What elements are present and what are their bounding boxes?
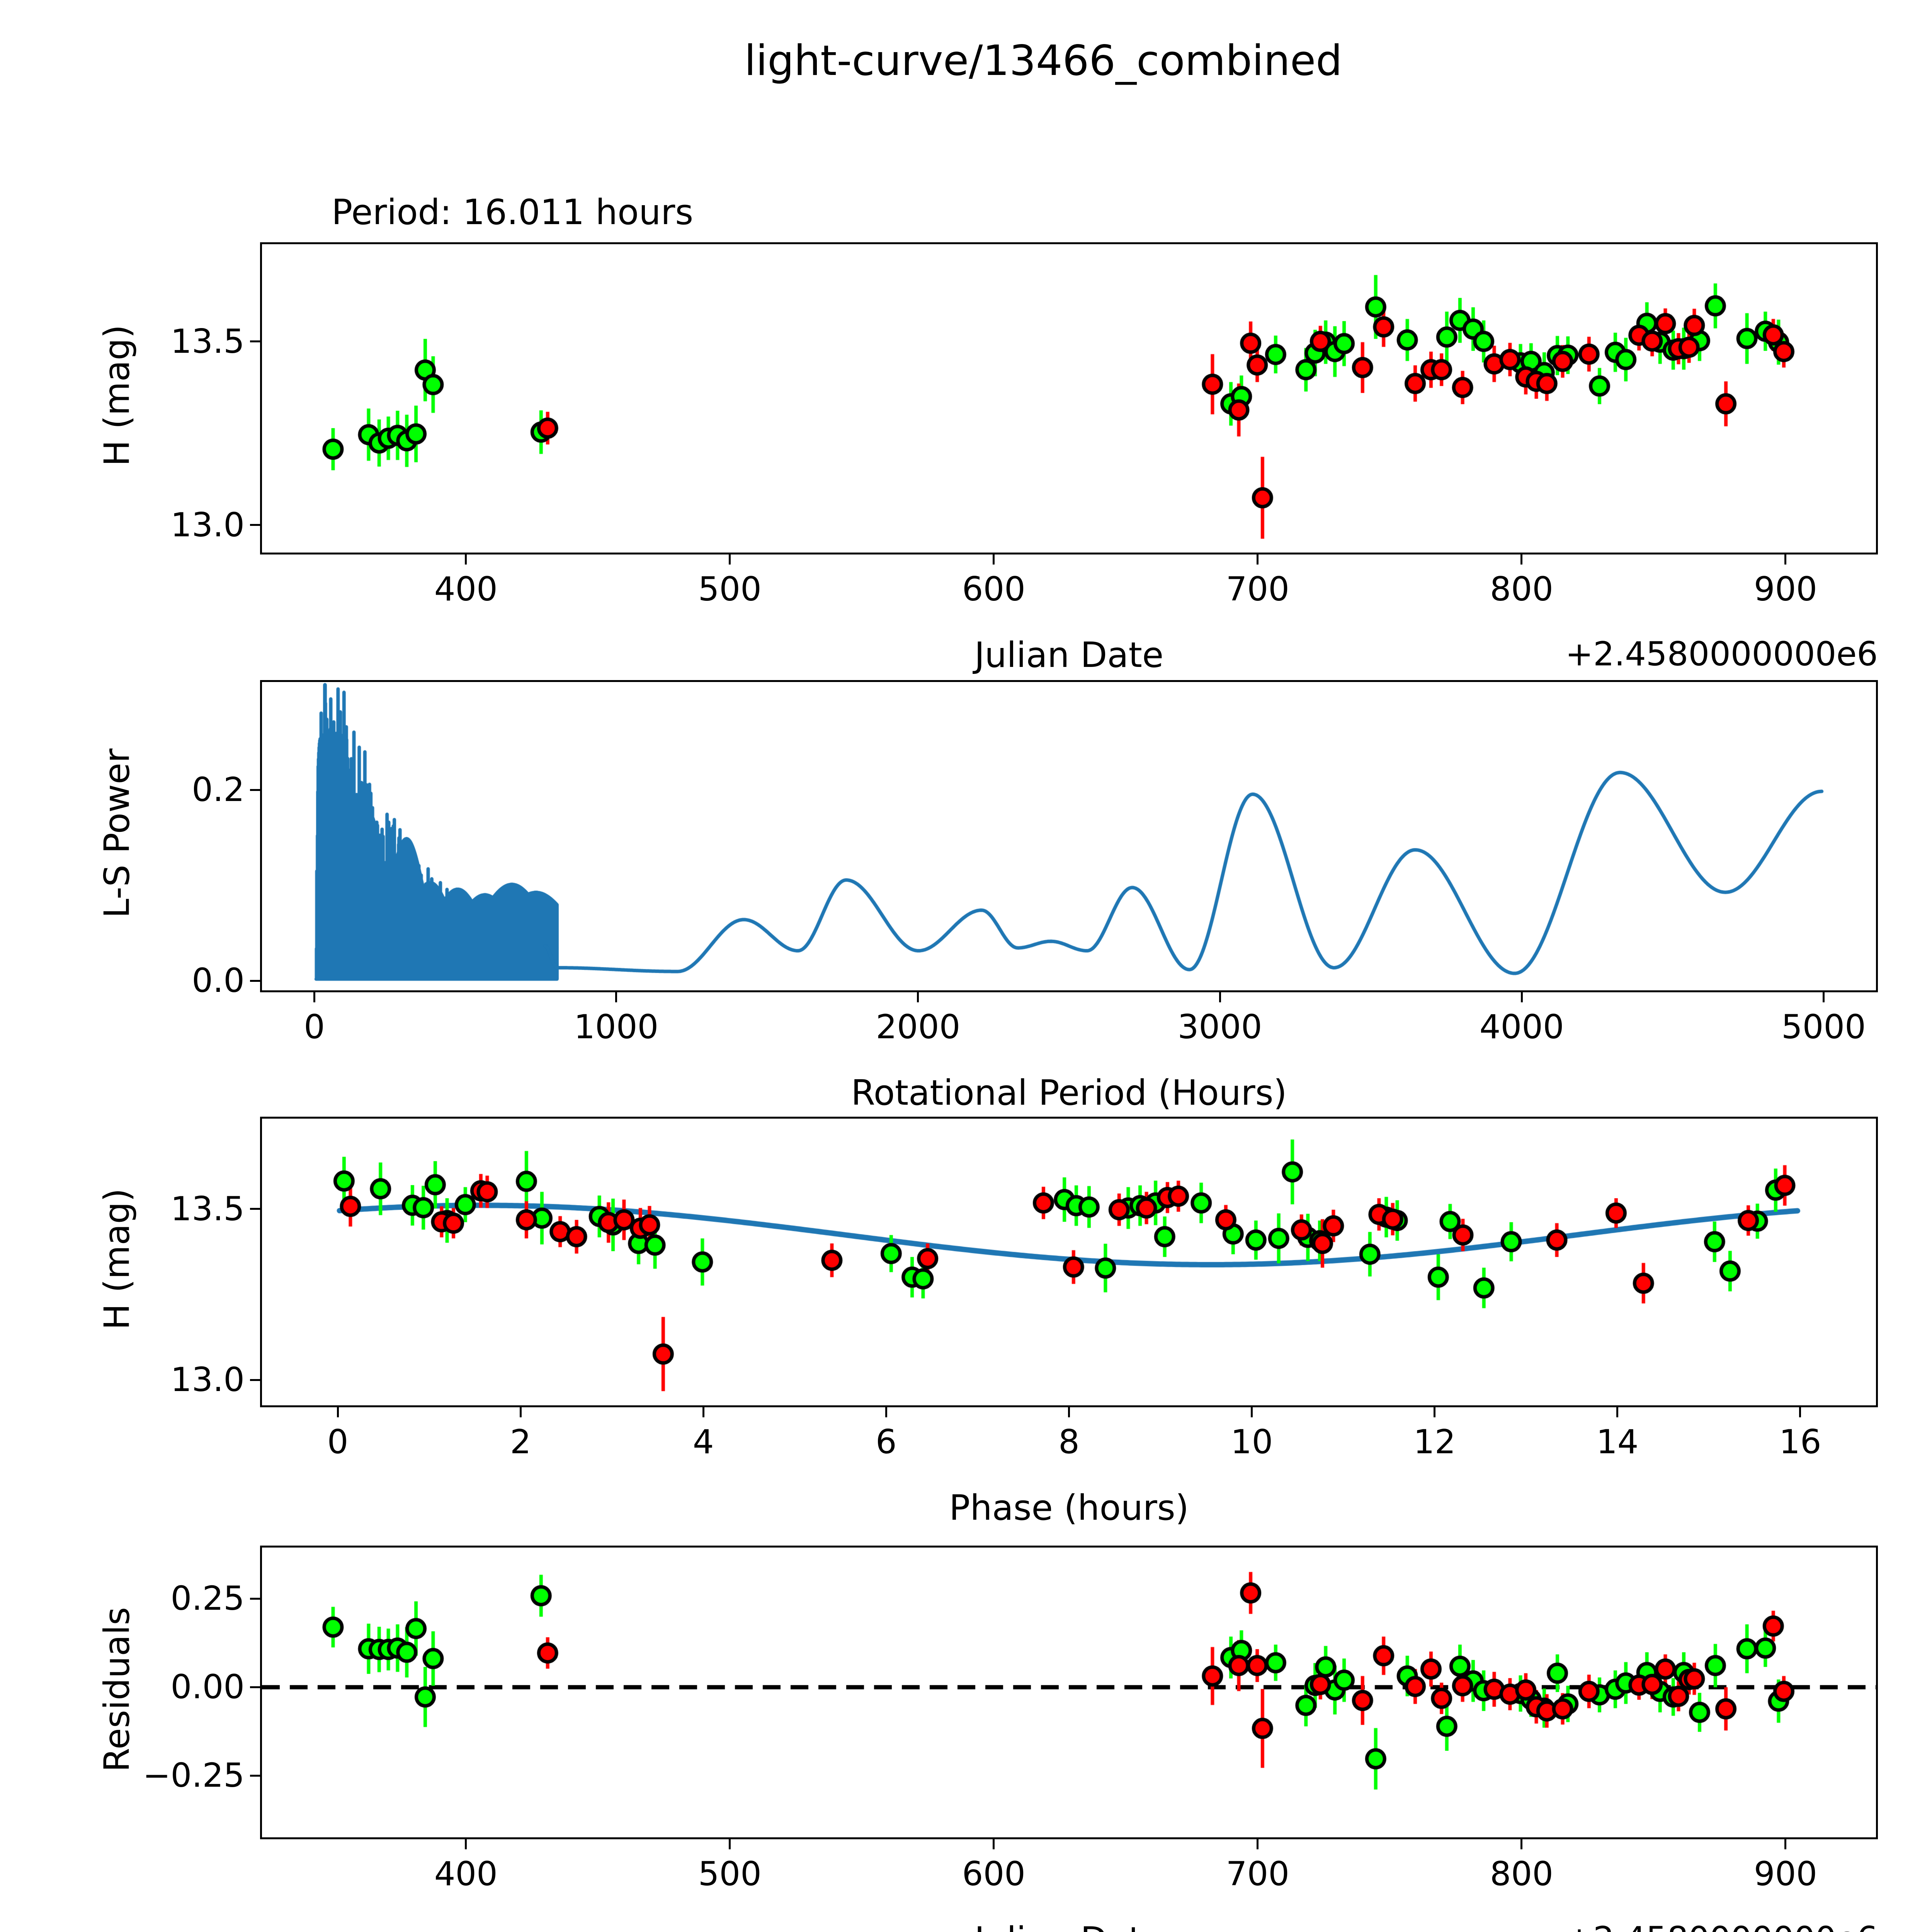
- x-tick-mark: [1616, 1407, 1619, 1417]
- x-tick-label: 400: [434, 570, 498, 609]
- x-tick-label: 500: [698, 570, 762, 609]
- x-tick-mark: [465, 554, 467, 565]
- y-tick-label: 0.25: [170, 1579, 245, 1618]
- x-tick-label: 16: [1779, 1423, 1821, 1461]
- y-tick-mark: [250, 1686, 260, 1688]
- x-tick-mark: [729, 554, 731, 565]
- x-tick-label: 800: [1490, 570, 1553, 609]
- x-tick-label: 600: [962, 1855, 1026, 1893]
- x-tick-label: 8: [1058, 1423, 1080, 1461]
- axis-label-x-lightcurve: Julian Date: [974, 635, 1164, 675]
- panel-phase: [260, 1117, 1878, 1407]
- axis-label-x-periodogram: Rotational Period (Hours): [851, 1073, 1287, 1113]
- x-tick-mark: [1219, 992, 1221, 1002]
- panel-lightcurve: [260, 242, 1878, 554]
- y-tick-label: 13.5: [170, 1189, 245, 1228]
- x-tick-label: 2000: [876, 1008, 961, 1046]
- y-tick-mark: [250, 1379, 260, 1381]
- y-tick-mark: [250, 1774, 260, 1777]
- axis-offset-residuals: +2.4580000000e6: [260, 1920, 1878, 1932]
- x-tick-mark: [1784, 554, 1787, 565]
- x-tick-label: 0: [304, 1008, 325, 1046]
- page-title: light-curve/13466_combined: [744, 37, 1342, 85]
- x-tick-mark: [1520, 1839, 1523, 1849]
- x-tick-mark: [1822, 992, 1825, 1002]
- y-tick-label: 13.0: [170, 505, 245, 544]
- x-tick-mark: [1520, 992, 1523, 1002]
- x-tick-mark: [885, 1407, 887, 1417]
- axis-label-x-phase: Phase (hours): [949, 1488, 1189, 1528]
- x-tick-label: 6: [876, 1423, 897, 1461]
- x-tick-mark: [1068, 1407, 1070, 1417]
- x-tick-label: 900: [1753, 1855, 1818, 1893]
- x-tick-label: 500: [698, 1855, 762, 1893]
- x-tick-label: 12: [1413, 1423, 1456, 1461]
- y-tick-label: 0.00: [170, 1668, 245, 1707]
- x-tick-label: 5000: [1781, 1008, 1866, 1046]
- x-tick-label: 700: [1226, 1855, 1289, 1893]
- x-tick-mark: [917, 992, 919, 1002]
- x-tick-mark: [1520, 554, 1523, 565]
- y-tick-label: −0.25: [143, 1756, 245, 1795]
- x-tick-label: 900: [1753, 570, 1818, 609]
- x-tick-label: 1000: [574, 1008, 659, 1046]
- axis-offset-lightcurve: +2.4580000000e6: [1565, 635, 1878, 673]
- x-tick-label: 10: [1230, 1423, 1273, 1461]
- axis-label-x-residuals: Julian Date: [260, 1920, 1878, 1932]
- x-tick-label: 2: [510, 1423, 531, 1461]
- x-tick-label: 400: [434, 1855, 498, 1893]
- x-tick-mark: [1784, 1839, 1787, 1849]
- x-tick-mark: [1257, 1839, 1259, 1849]
- x-tick-label: 700: [1226, 570, 1289, 609]
- x-tick-mark: [993, 554, 995, 565]
- x-tick-label: 4000: [1479, 1008, 1564, 1046]
- y-tick-mark: [250, 1208, 260, 1210]
- axis-label-y-periodogram: L-S Power: [97, 748, 138, 918]
- x-tick-mark: [615, 992, 617, 1002]
- y-tick-mark: [250, 789, 260, 791]
- axis-label-y-lightcurve: H (mag): [97, 325, 138, 466]
- x-tick-mark: [465, 1839, 467, 1849]
- x-tick-mark: [519, 1407, 522, 1417]
- x-tick-mark: [993, 1839, 995, 1849]
- x-tick-mark: [313, 992, 316, 1002]
- panel-periodogram: [260, 680, 1878, 992]
- panel-residuals: [260, 1546, 1878, 1839]
- x-tick-label: 3000: [1177, 1008, 1262, 1046]
- x-tick-mark: [1799, 1407, 1801, 1417]
- y-tick-mark: [250, 980, 260, 982]
- x-tick-mark: [729, 1839, 731, 1849]
- y-tick-mark: [250, 1597, 260, 1600]
- y-tick-label: 0.2: [192, 770, 245, 810]
- x-tick-label: 800: [1490, 1855, 1553, 1893]
- y-tick-label: 13.5: [170, 322, 245, 361]
- x-tick-mark: [1434, 1407, 1436, 1417]
- y-tick-mark: [250, 524, 260, 526]
- x-tick-label: 0: [327, 1423, 349, 1461]
- x-tick-label: 600: [962, 570, 1026, 609]
- y-tick-mark: [250, 340, 260, 343]
- y-tick-label: 13.0: [170, 1361, 245, 1400]
- x-tick-mark: [337, 1407, 339, 1417]
- period-annotation: Period: 16.011 hours: [332, 192, 694, 233]
- y-tick-label: 0.0: [192, 961, 245, 1000]
- x-tick-label: 14: [1596, 1423, 1639, 1461]
- x-tick-mark: [702, 1407, 704, 1417]
- x-tick-mark: [1257, 554, 1259, 565]
- x-tick-label: 4: [692, 1423, 714, 1461]
- x-tick-mark: [1251, 1407, 1253, 1417]
